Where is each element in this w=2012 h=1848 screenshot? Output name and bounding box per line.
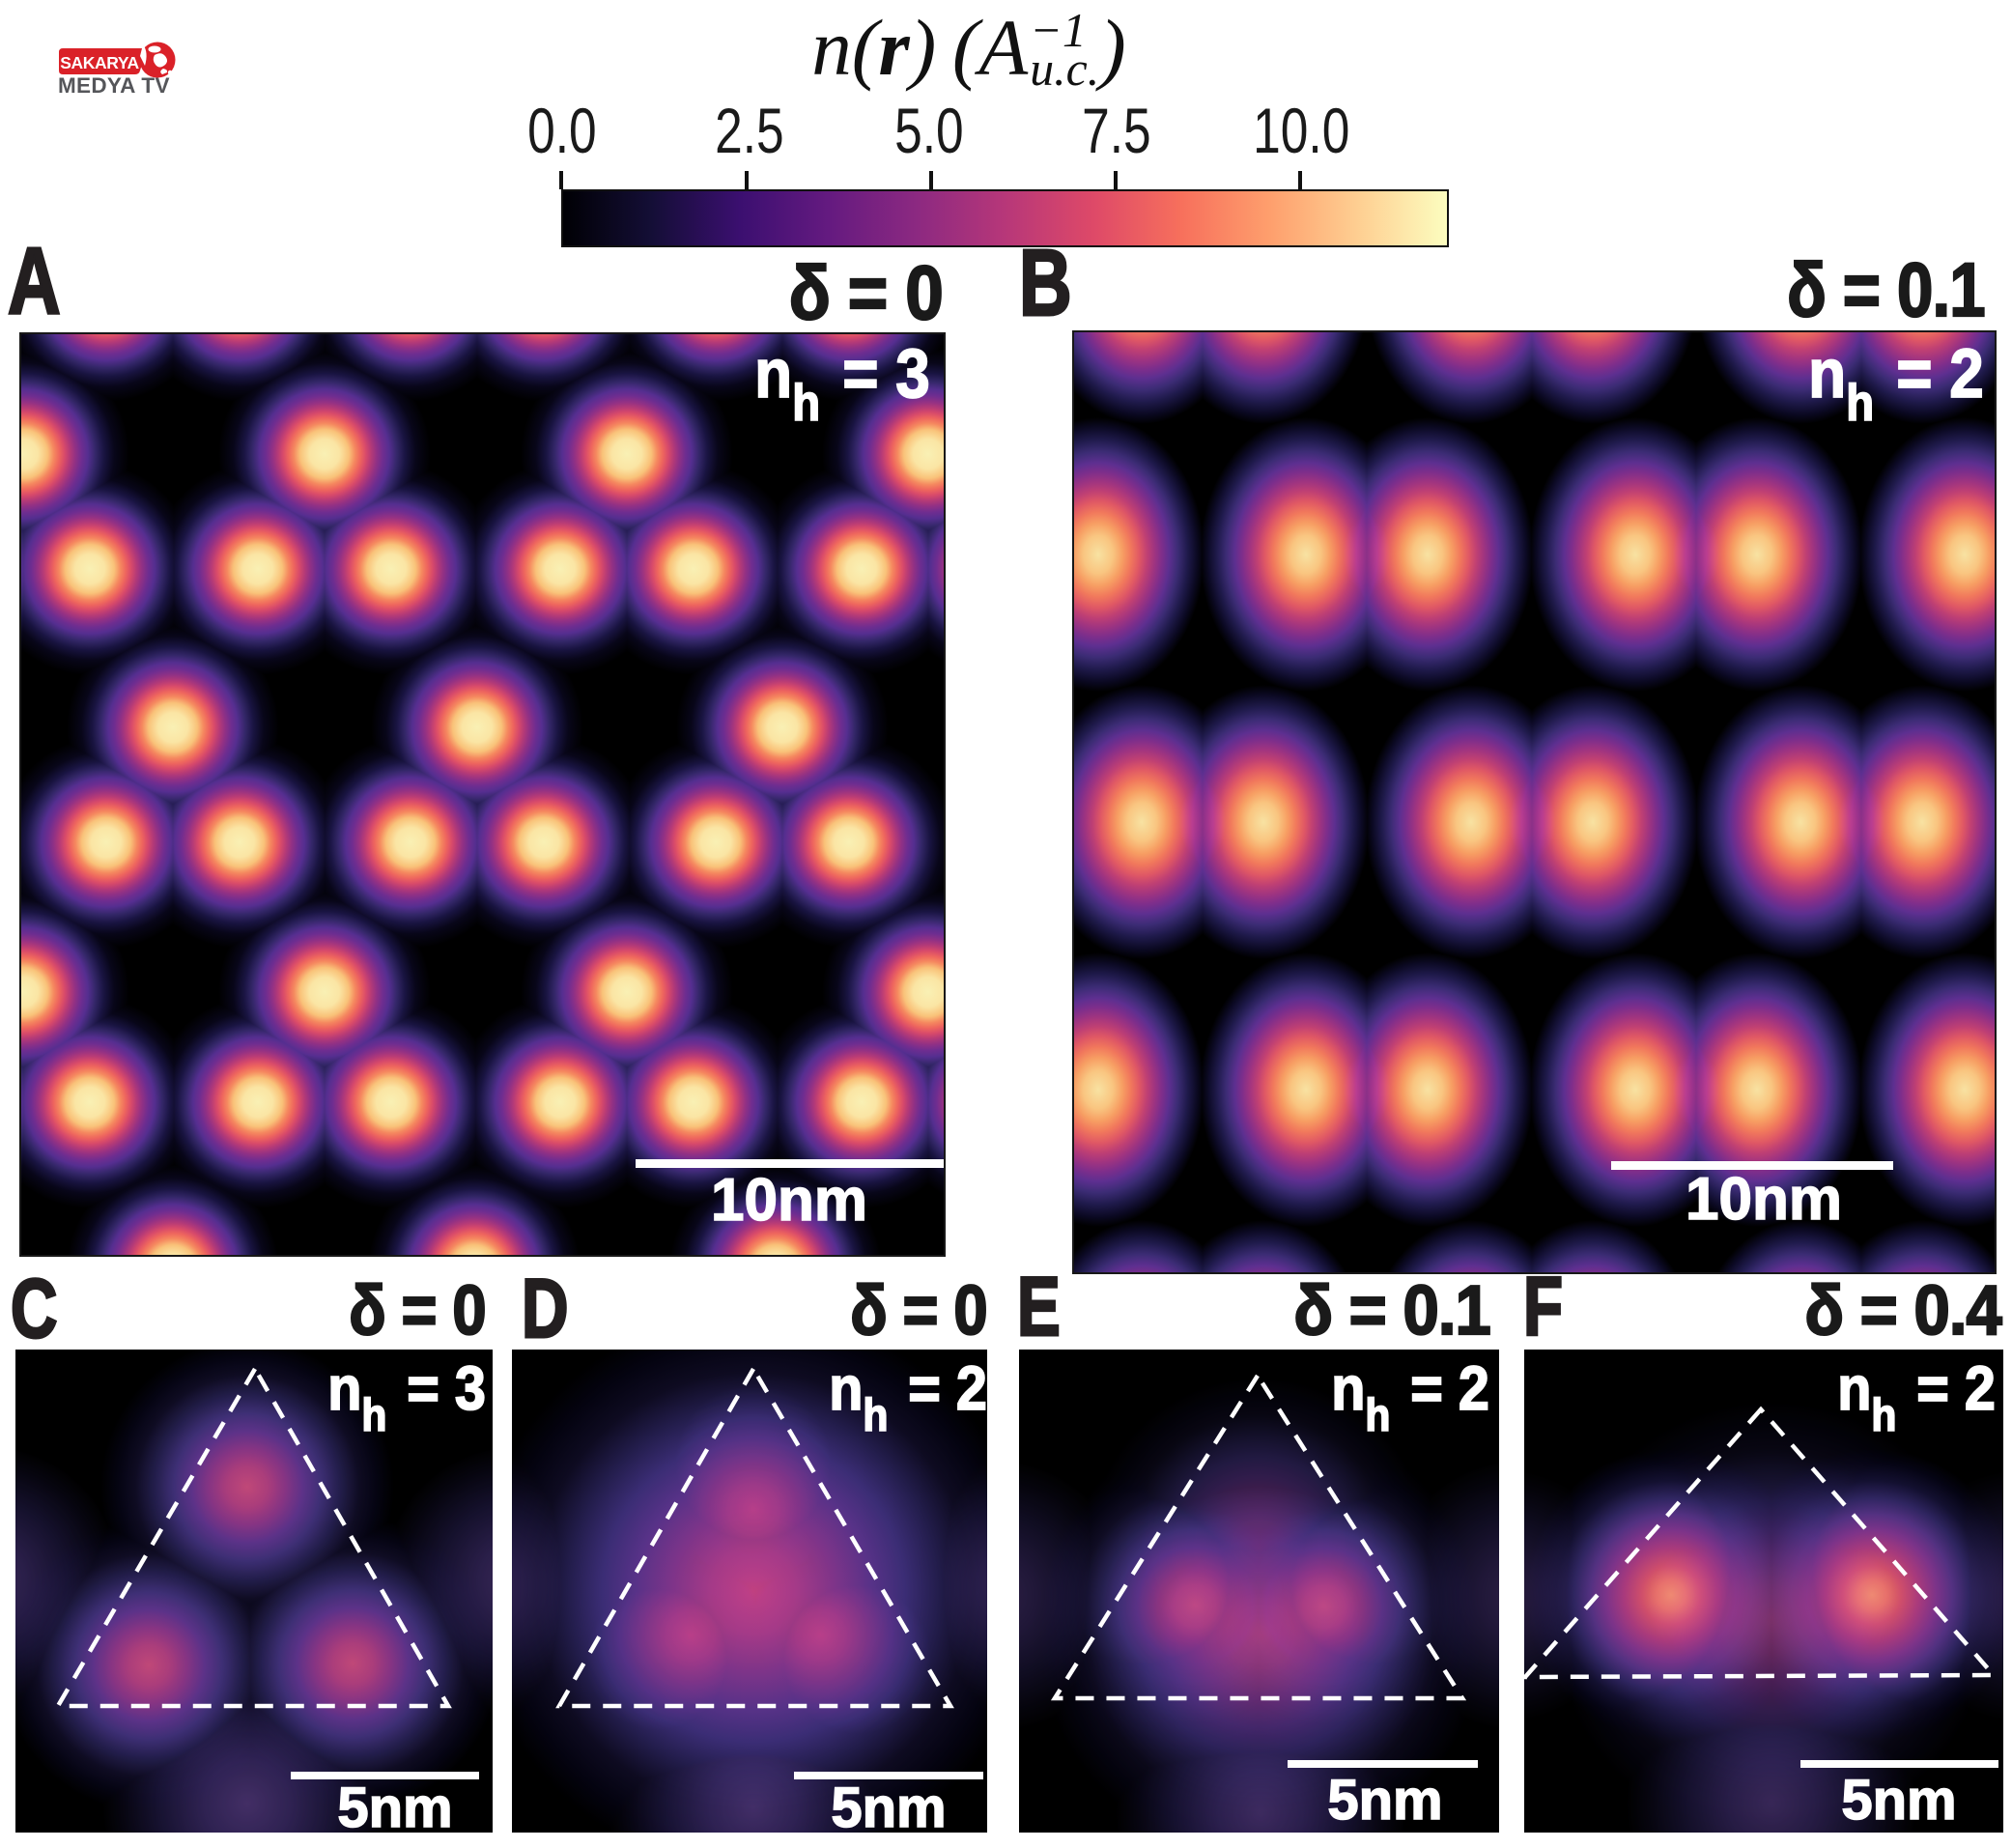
svg-text:SAKARYA: SAKARYA [60, 53, 139, 72]
